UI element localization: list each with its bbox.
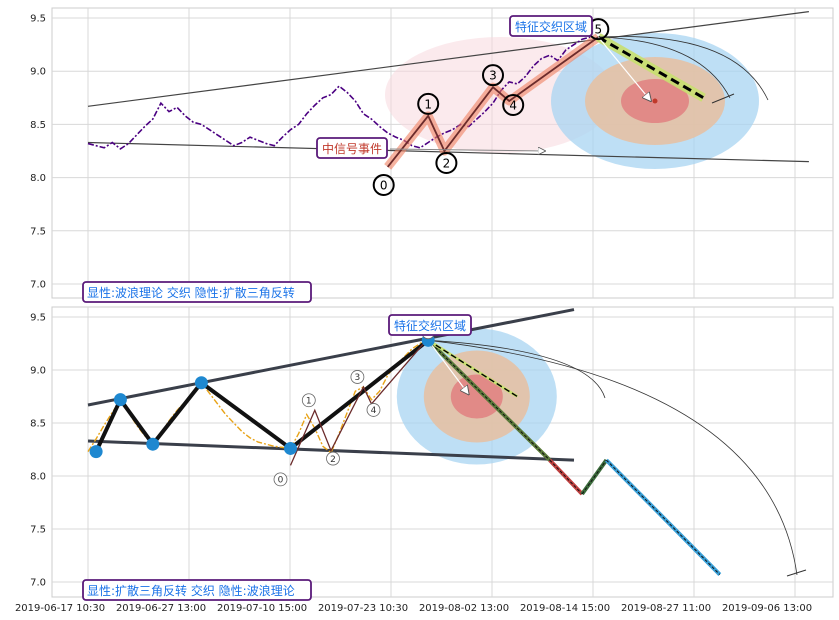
- pivot-point: [113, 393, 127, 407]
- projection-short-band: [427, 339, 519, 398]
- feature-zone-label: 特征交织区域: [394, 318, 466, 333]
- pivot-point: [146, 437, 160, 451]
- wave-label: 2: [330, 455, 336, 465]
- projection-arc: [428, 339, 606, 399]
- projection-segment-dash: [427, 339, 551, 461]
- x-tick-label: 2019-06-27 13:00: [116, 603, 206, 614]
- wave-label: 2: [443, 157, 451, 171]
- caption-label: 显性:扩散三角反转 交织 隐性:波浪理论: [87, 583, 295, 598]
- wave-label: 1: [306, 396, 312, 406]
- wave-label: 4: [509, 98, 517, 112]
- projection-arc: [598, 36, 731, 99]
- trend-line-upper: [87, 11, 809, 107]
- wave-line: [386, 36, 599, 168]
- caption-box: [82, 281, 312, 303]
- feature-zone-box: [509, 15, 593, 37]
- projection-segment-dash: [581, 459, 607, 495]
- feature-zone-box: [388, 314, 472, 336]
- wave-label-circle: [350, 370, 365, 384]
- wave-label-circle: [435, 152, 458, 174]
- y-tick-label: 8.0: [30, 472, 46, 483]
- wave-label-circle: [482, 64, 504, 87]
- wave-label: 3: [355, 373, 361, 383]
- wave-label-circle: [366, 403, 381, 417]
- projection-arc: [428, 339, 798, 576]
- y-tick-label: 9.0: [30, 67, 46, 78]
- y-tick-label: 9.5: [30, 14, 46, 25]
- y-tick-label: 8.5: [30, 419, 46, 430]
- pivot-point: [89, 445, 103, 459]
- wave-label-circle: [372, 173, 395, 196]
- wave-label: 3: [489, 69, 497, 83]
- caption-label: 显性:波浪理论 交织 隐性:扩散三角反转: [87, 285, 295, 300]
- feature-zone-label: 特征交织区域: [515, 19, 587, 34]
- x-tick-label: 2019-08-27 11:00: [621, 603, 711, 614]
- projection-dashed: [597, 35, 705, 100]
- top-panel: 7.0 7.5 8.0 8.5 9.0 9.5 0 1 2 3 4 5 特征交织区域中信号事件显性:波浪…: [30, 7, 834, 303]
- y-tick-label: 7.5: [30, 525, 46, 536]
- wave-label: 0: [278, 476, 284, 486]
- wave-label-circle: [417, 92, 440, 115]
- wave-label-circle: [273, 472, 288, 487]
- pivot-line: [94, 338, 430, 453]
- x-tick-label: 2019-07-23 10:30: [318, 603, 408, 614]
- wave-label-circle: [326, 451, 340, 466]
- y-tick-label: 7.0: [30, 280, 46, 291]
- x-tick-label: 2019-08-02 13:00: [419, 603, 509, 614]
- pivot-point: [194, 376, 208, 390]
- y-tick-label: 7.0: [30, 578, 46, 589]
- projection-arrow: [427, 339, 469, 394]
- event-box: [316, 137, 388, 159]
- x-tick-label: 2019-08-14 15:00: [520, 603, 610, 614]
- y-tick-label: 9.5: [30, 313, 46, 324]
- wave-line: [289, 337, 429, 466]
- wave-label-circle: [301, 393, 316, 408]
- event-label: 中信号事件: [322, 141, 382, 156]
- bottom-panel: 7.07.58.08.59.09.5012345特征交织区域显性:扩散三角反转 …: [30, 306, 834, 601]
- y-tick-label: 9.0: [30, 366, 46, 377]
- projection-segment-dash: [606, 459, 721, 575]
- caption-box: [82, 579, 312, 601]
- x-tick-label: 2019-06-17 10:30: [15, 603, 105, 614]
- wave-label: 1: [424, 97, 432, 111]
- wave-label: 4: [371, 406, 377, 416]
- y-tick-label: 7.5: [30, 226, 46, 237]
- x-axis: 2019-06-17 10:30 2019-06-27 13:00 2019-07-…: [15, 603, 812, 614]
- projection-arrow: [597, 36, 651, 101]
- wave-label: 0: [380, 178, 388, 192]
- zone-center: [652, 98, 658, 104]
- x-tick-label: 2019-07-10 15:00: [217, 603, 307, 614]
- projection-arc: [598, 36, 769, 101]
- y-tick-label: 8.0: [30, 173, 46, 184]
- y-tick-label: 8.5: [30, 120, 46, 131]
- pivot-point: [284, 441, 297, 455]
- projection-segment-dash: [549, 459, 583, 495]
- wave-label-circle: [502, 93, 525, 116]
- wave-label: 5: [594, 23, 602, 37]
- trend-line-upper: [87, 308, 575, 407]
- projection-tick: [711, 93, 735, 104]
- event-arrow: [389, 149, 545, 151]
- projection-tick: [786, 569, 807, 577]
- price-series: [87, 36, 591, 150]
- x-tick-label: 2019-09-06 13:00: [722, 603, 812, 614]
